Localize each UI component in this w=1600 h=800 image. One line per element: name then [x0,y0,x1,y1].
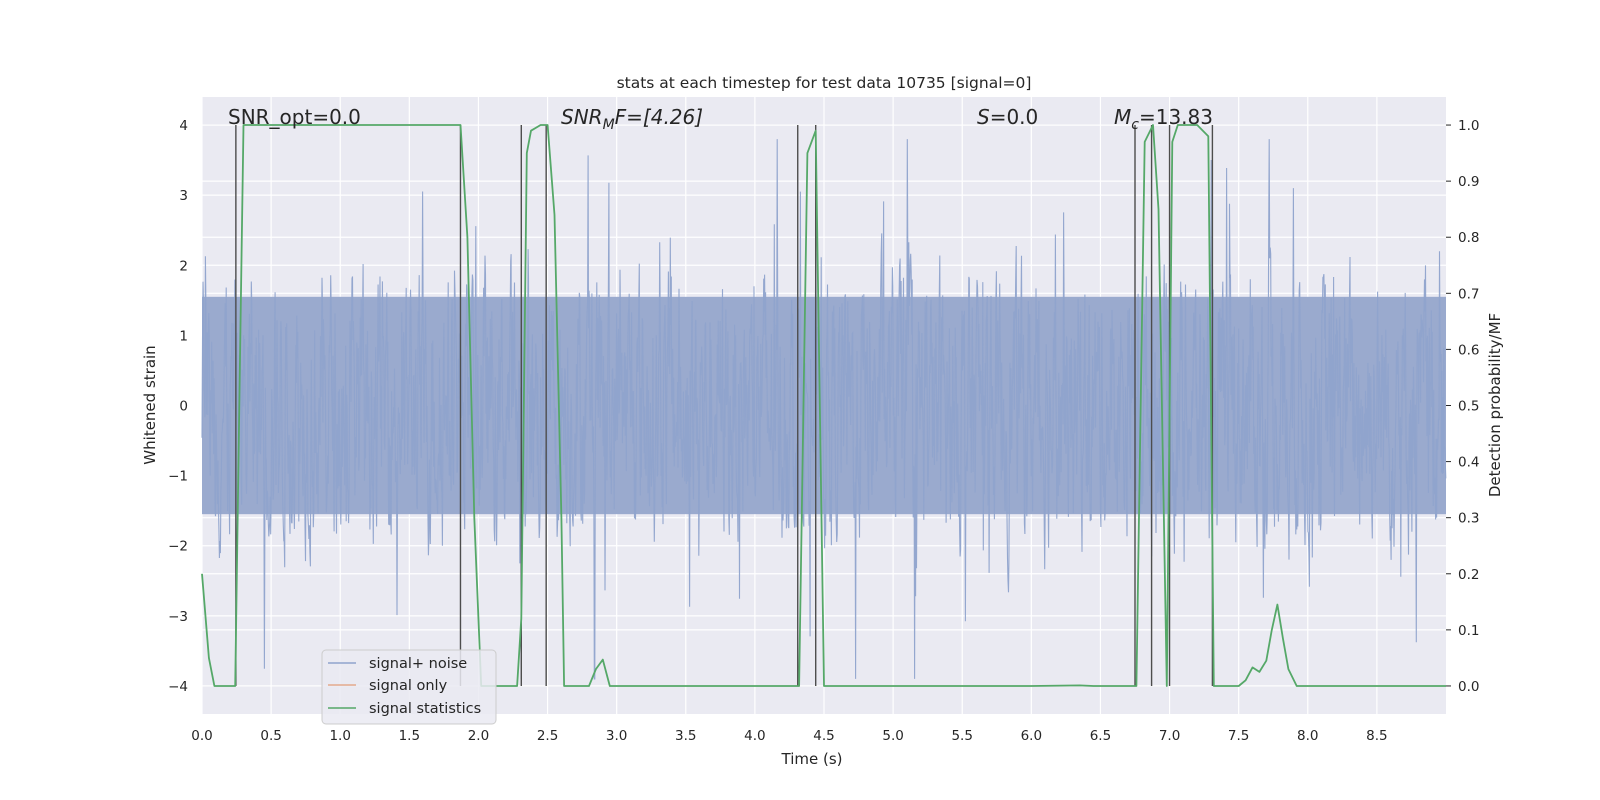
x-axis-label: Time (s) [781,750,843,768]
x-tick-label: 6.0 [1021,728,1042,744]
y-left-tick-label: −4 [168,679,188,695]
y-left-tick-label: −2 [168,539,188,555]
annotation-s: S=0.0 [977,105,1038,129]
x-tick-label: 4.0 [744,728,765,744]
y-right-tick-label: 0.5 [1458,399,1479,415]
y-right-tick-label: 1.0 [1458,118,1479,134]
x-tick-label: 7.5 [1228,728,1249,744]
legend-label-signal-noise: signal+ noise [369,656,467,672]
y-left-tick-label: 0 [179,399,188,415]
noise-trace [201,139,1447,680]
x-axis-ticks: 0.0 0.5 1.0 1.5 2.0 2.5 3.0 3.5 4.0 4.5 5.0 5.5 6.0 6… [191,728,1387,744]
x-tick-label: 0.0 [191,728,212,744]
x-tick-label: 3.5 [675,728,696,744]
y-left-tick-label: 3 [179,188,188,204]
x-tick-label: 2.5 [537,728,558,744]
annotation-mc: Mc=13.83 [1114,105,1213,133]
y-axis-left-ticks: 4 3 2 1 0 −1 −2 −3 −4 [168,118,188,695]
legend-label-signal-only: signal only [369,678,448,694]
x-tick-label: 6.5 [1090,728,1111,744]
x-tick-label: 2.0 [468,728,489,744]
y-right-tick-label: 0.2 [1458,567,1479,583]
y-axis-left-label: Whitened strain [141,345,159,464]
y-left-tick-label: −1 [168,469,188,485]
y-axis-right-label: Detection probability/MF [1486,313,1504,497]
x-tick-label: 1.0 [329,728,350,744]
x-tick-label: 8.0 [1297,728,1318,744]
legend-box [321,649,497,725]
x-tick-label: 1.5 [399,728,420,744]
y-right-tick-label: 0.3 [1458,511,1479,527]
x-tick-label: 5.5 [951,728,972,744]
series-signal-noise [201,139,1447,680]
y-right-tick-label: 0.7 [1458,286,1479,302]
annotation-snr-mf: SNRMF=[4.26] [561,105,703,133]
y-right-tick-label: 0.0 [1458,679,1479,695]
x-tick-label: 3.0 [606,728,627,744]
y-left-tick-label: 4 [179,118,188,134]
x-tick-label: 0.5 [260,728,281,744]
x-tick-label: 4.5 [813,728,834,744]
y-right-tick-label: 0.4 [1458,455,1479,471]
y-left-tick-label: 1 [179,328,188,344]
x-tick-label: 7.0 [1159,728,1180,744]
y-right-tick-label: 0.9 [1458,174,1479,190]
y-left-tick-label: −3 [168,609,188,625]
y-axis-right-ticks: 1.0 0.9 0.8 0.7 0.6 0.5 0.4 0.3 0.2 0.1 0.0 [1446,118,1479,695]
legend: signal+ noise signal only signal statist… [321,649,497,725]
x-tick-label: 8.5 [1366,728,1387,744]
signal-statistics-line [201,124,1446,687]
x-tick-label: 5.0 [882,728,903,744]
y-right-tick-label: 0.8 [1458,230,1479,246]
y-left-tick-label: 2 [179,258,188,274]
y-right-tick-label: 0.6 [1458,342,1479,358]
annotation-snr-opt: SNR_opt=0.0 [228,105,361,129]
legend-label-signal-statistics: signal statistics [369,701,481,717]
chart-title: stats at each timestep for test data 107… [617,74,1032,92]
series-signal-statistics [201,124,1446,687]
y-right-tick-label: 0.1 [1458,623,1479,639]
